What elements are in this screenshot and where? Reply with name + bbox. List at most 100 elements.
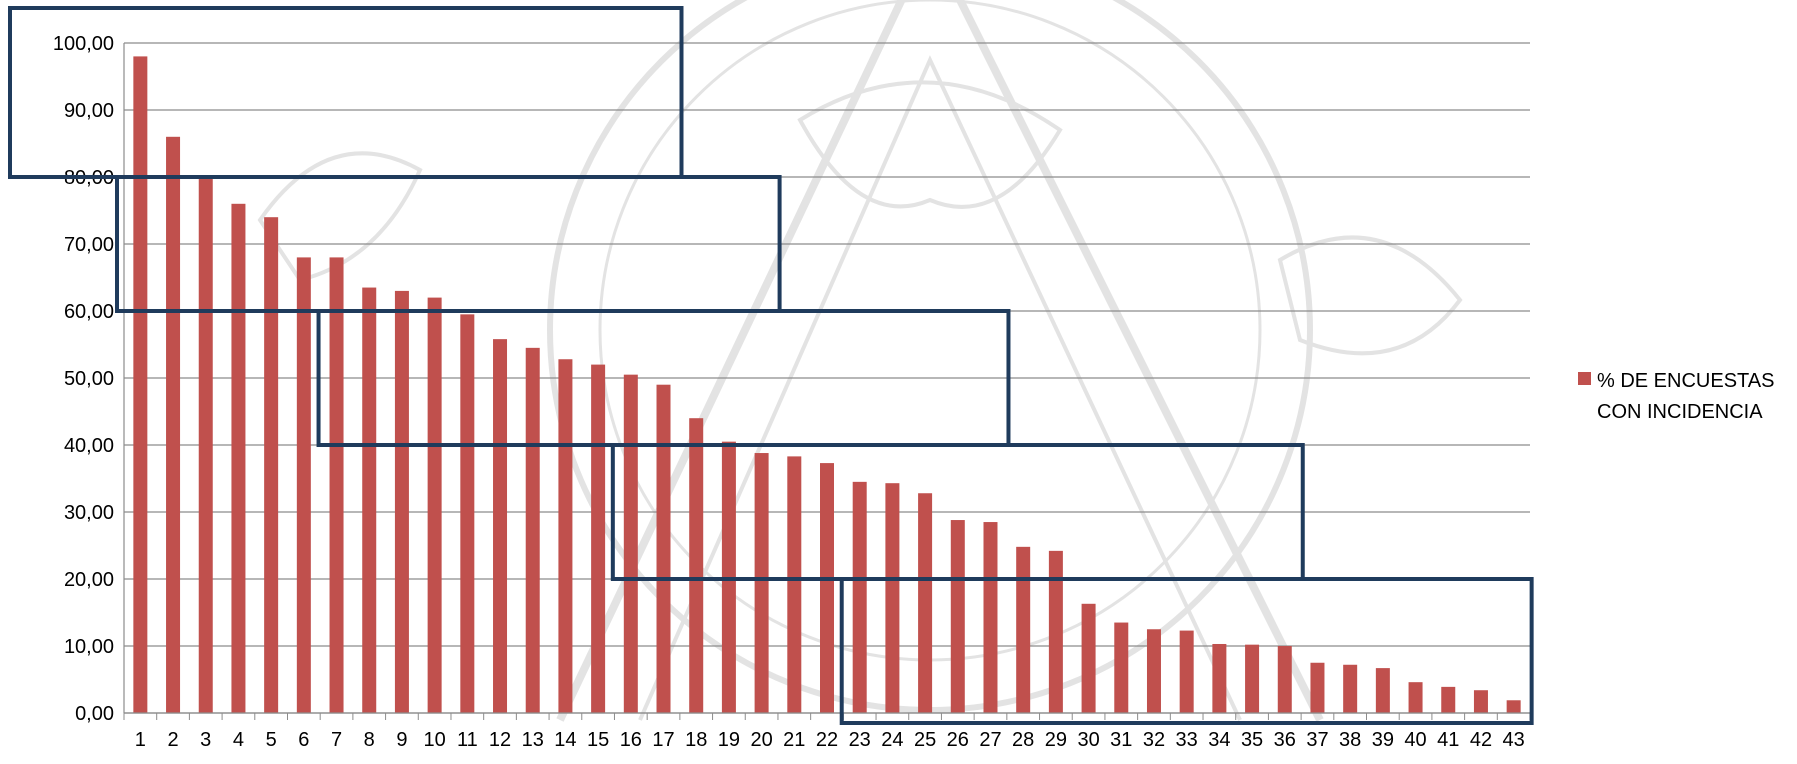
bar-33 xyxy=(1179,630,1194,713)
x-tick-label: 40 xyxy=(1404,729,1426,751)
bar-23 xyxy=(852,481,867,713)
y-tick-label: 10,00 xyxy=(64,636,114,658)
x-tick-label: 3 xyxy=(200,729,211,751)
x-tick-label: 10 xyxy=(424,729,446,751)
bar-10 xyxy=(427,297,442,713)
y-tick-labels: 0,0010,0020,0030,0040,0050,0060,0070,008… xyxy=(53,33,114,725)
y-tick-label: 0,00 xyxy=(75,703,114,725)
x-tick-label: 42 xyxy=(1470,729,1492,751)
x-tick-label: 11 xyxy=(457,729,478,751)
legend-swatch xyxy=(1578,372,1591,385)
x-tick-label: 14 xyxy=(554,729,576,751)
x-tick-label: 23 xyxy=(849,729,871,751)
x-tick-label: 8 xyxy=(364,729,375,751)
bar-38 xyxy=(1343,664,1358,713)
bar-30 xyxy=(1081,603,1096,713)
axes xyxy=(123,43,1531,720)
x-tick-label: 19 xyxy=(718,729,740,751)
bar-24 xyxy=(885,483,900,713)
bar-5 xyxy=(264,217,279,713)
x-tick-label: 24 xyxy=(881,729,903,751)
x-tick-label: 5 xyxy=(266,729,277,751)
bar-16 xyxy=(623,374,638,713)
x-tick-label: 2 xyxy=(167,729,178,751)
bar-4 xyxy=(231,203,246,714)
y-tick-label: 100,00 xyxy=(53,33,114,55)
bar-29 xyxy=(1048,550,1063,713)
x-tick-label: 26 xyxy=(947,729,969,751)
x-tick-label: 35 xyxy=(1241,729,1263,751)
bar-42 xyxy=(1473,690,1488,713)
x-tick-label: 28 xyxy=(1012,729,1034,751)
bar-18 xyxy=(689,418,704,713)
x-tick-label: 1 xyxy=(135,729,146,751)
y-tick-label: 20,00 xyxy=(64,569,114,591)
bar-27 xyxy=(983,522,998,713)
x-tick-label: 34 xyxy=(1208,729,1230,751)
annotation-box xyxy=(839,577,1534,725)
x-tick-label: 13 xyxy=(522,729,544,751)
bar-31 xyxy=(1114,622,1129,713)
x-tick-label: 20 xyxy=(750,729,772,751)
x-tick-label: 37 xyxy=(1306,729,1328,751)
x-tick-label: 16 xyxy=(620,729,642,751)
x-tick-label: 33 xyxy=(1176,729,1198,751)
bar-36 xyxy=(1277,646,1292,713)
x-tick-label: 36 xyxy=(1274,729,1296,751)
y-tick-label: 50,00 xyxy=(64,368,114,390)
bar-21 xyxy=(787,456,802,713)
y-tick-label: 30,00 xyxy=(64,502,114,524)
bar-28 xyxy=(1016,546,1031,713)
legend: % DE ENCUESTAS CON INCIDENCIA xyxy=(1578,366,1787,428)
y-tick-label: 90,00 xyxy=(64,100,114,122)
x-tick-label: 18 xyxy=(685,729,707,751)
bar-17 xyxy=(656,384,671,713)
y-tick-label: 40,00 xyxy=(64,435,114,457)
x-tick-label: 39 xyxy=(1372,729,1394,751)
bar-1 xyxy=(133,56,148,713)
x-tick-label: 21 xyxy=(783,729,805,751)
bar-14 xyxy=(558,359,573,713)
bar-40 xyxy=(1408,682,1423,713)
bar-9 xyxy=(394,290,409,713)
bar-8 xyxy=(362,287,377,713)
x-tick-label: 6 xyxy=(298,729,309,751)
x-tick-label: 12 xyxy=(489,729,511,751)
bar-12 xyxy=(493,339,508,713)
bar-2 xyxy=(166,136,181,714)
bar-13 xyxy=(525,347,540,713)
x-tick-label: 41 xyxy=(1437,729,1459,751)
bar-41 xyxy=(1441,686,1456,713)
x-tick-label: 29 xyxy=(1045,729,1067,751)
x-tick-label: 27 xyxy=(979,729,1001,751)
x-tick-label: 9 xyxy=(396,729,407,751)
bar-15 xyxy=(591,364,606,713)
x-tick-label: 30 xyxy=(1077,729,1099,751)
annotation-boxes xyxy=(8,6,1534,725)
x-tick-label: 32 xyxy=(1143,729,1165,751)
bar-11 xyxy=(460,314,475,713)
bar-3 xyxy=(198,177,213,713)
x-tick-label: 4 xyxy=(233,729,244,751)
y-tick-label: 70,00 xyxy=(64,234,114,256)
x-tick-label: 25 xyxy=(914,729,936,751)
x-tick-label: 22 xyxy=(816,729,838,751)
x-tick-label: 17 xyxy=(652,729,674,751)
bar-34 xyxy=(1212,643,1227,713)
x-tick-label: 43 xyxy=(1503,729,1525,751)
bar-7 xyxy=(329,257,344,713)
bar-22 xyxy=(820,463,834,713)
bar-39 xyxy=(1375,668,1390,713)
x-tick-labels: 1 2 3 4 5 6 7 8 9 10 11 12 13 14 15 16 17 18 19 20 21 22 23 24 2… xyxy=(135,729,1525,751)
y-tick-label: 60,00 xyxy=(64,301,114,323)
x-tick-label: 38 xyxy=(1339,729,1361,751)
bar-37 xyxy=(1310,662,1325,713)
bar-20 xyxy=(754,453,769,713)
x-tick-label: 31 xyxy=(1110,729,1132,751)
bar-6 xyxy=(296,257,311,713)
bar-26 xyxy=(950,520,965,713)
x-tick-label: 15 xyxy=(587,729,609,751)
x-tick-label: 7 xyxy=(331,729,342,751)
